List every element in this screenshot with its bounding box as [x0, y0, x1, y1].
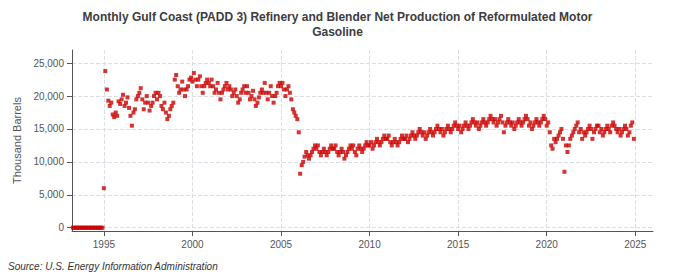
svg-text:2010: 2010: [358, 239, 381, 250]
svg-text:Thousand Barrels: Thousand Barrels: [11, 97, 23, 184]
svg-text:Source: U.S. Energy Informatio: Source: U.S. Energy Information Administ…: [8, 261, 218, 272]
svg-text:2020: 2020: [536, 239, 559, 250]
svg-text:20,000: 20,000: [33, 91, 64, 102]
svg-text:10,000: 10,000: [33, 156, 64, 167]
svg-text:2025: 2025: [624, 239, 647, 250]
svg-text:5,000: 5,000: [39, 189, 64, 200]
svg-text:25,000: 25,000: [33, 58, 64, 69]
svg-text:1995: 1995: [93, 239, 116, 250]
svg-text:15,000: 15,000: [33, 123, 64, 134]
svg-text:2000: 2000: [181, 239, 204, 250]
svg-text:2005: 2005: [270, 239, 293, 250]
svg-text:0: 0: [58, 222, 64, 233]
svg-text:Monthly Gulf Coast (PADD 3) Re: Monthly Gulf Coast (PADD 3) Refinery and…: [83, 10, 593, 24]
svg-text:2015: 2015: [447, 239, 470, 250]
svg-text:Gasoline: Gasoline: [312, 25, 363, 39]
